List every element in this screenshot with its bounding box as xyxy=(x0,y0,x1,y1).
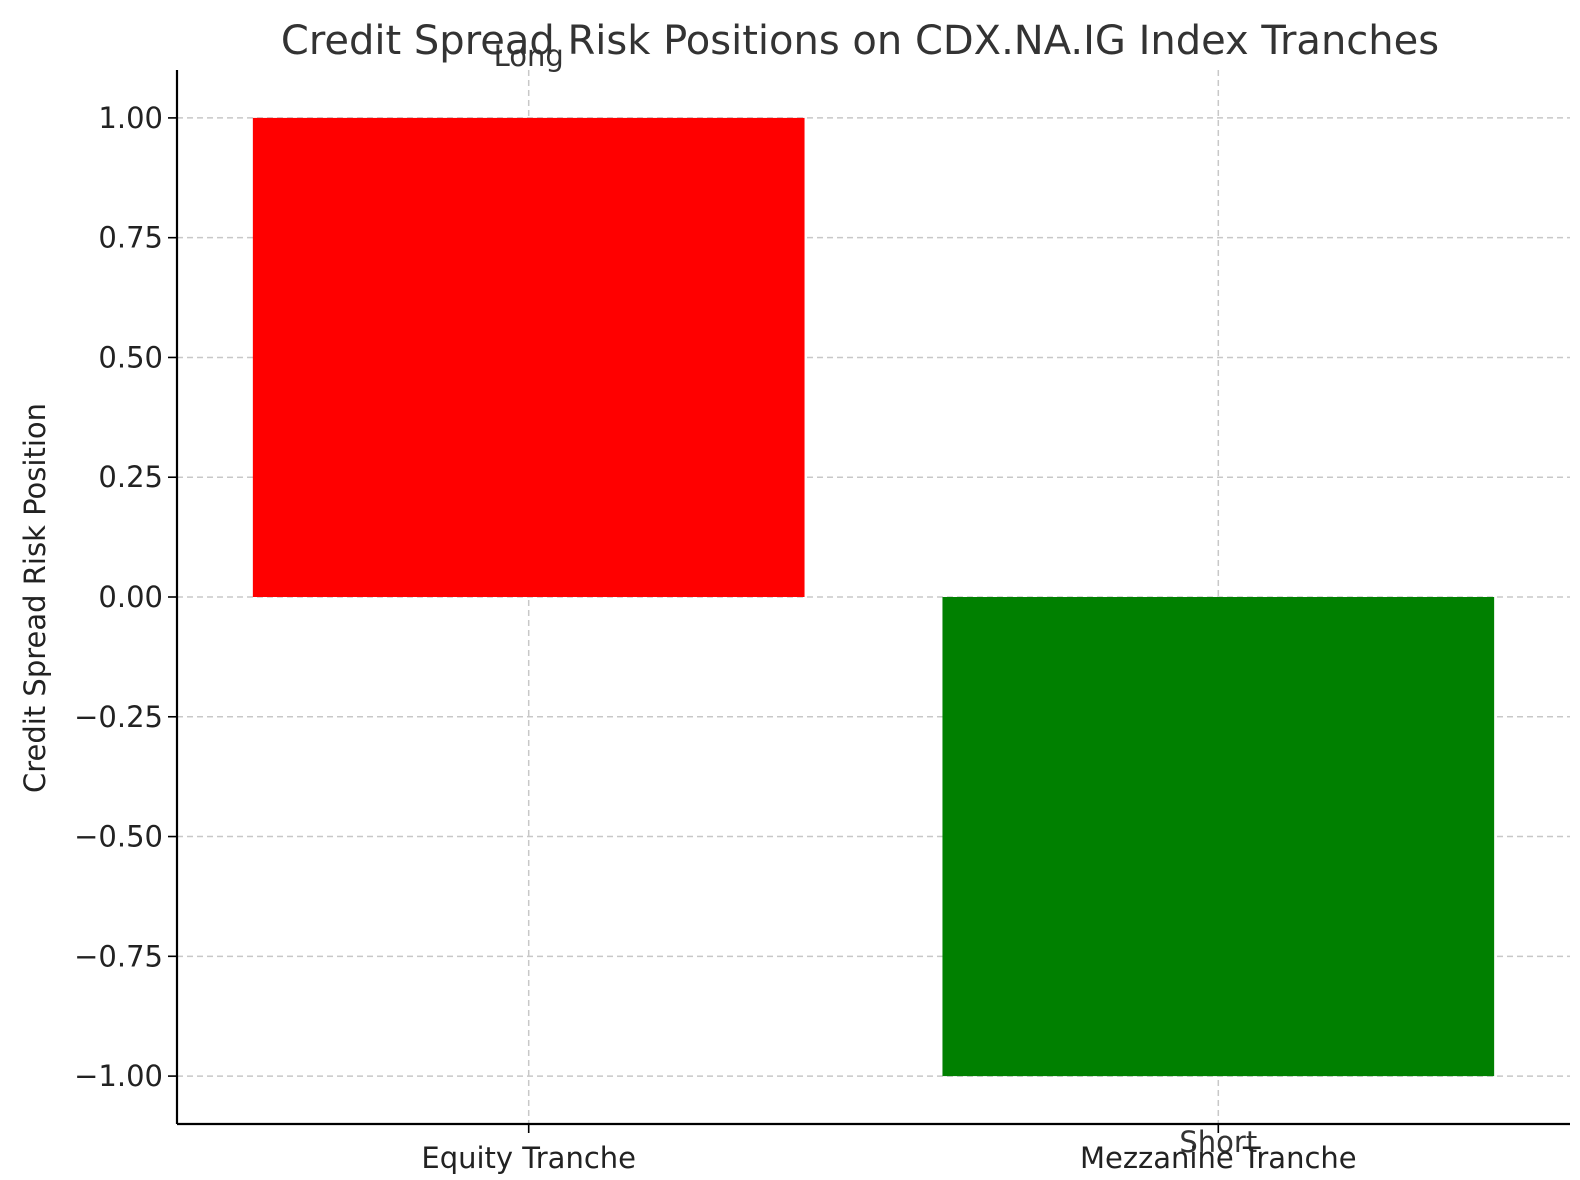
y-axis-ticks: 1.00 0.75 0.50 0.25 0.00 −0.25 −0.50 −0.75 −1.00 xyxy=(74,101,177,1093)
y-tick-label: −0.25 xyxy=(74,700,163,734)
y-tick-label: −0.75 xyxy=(74,939,163,973)
x-tick-label: Mezzanine Tranche xyxy=(1080,1141,1357,1175)
bar xyxy=(942,597,1495,1077)
chart-title: Credit Spread Risk Positions on CDX.NA.I… xyxy=(281,18,1439,64)
bar-annotation: Long xyxy=(494,39,564,73)
y-tick-label: 0.00 xyxy=(98,580,163,614)
y-tick-label: 0.50 xyxy=(98,340,163,374)
y-tick-label: 0.25 xyxy=(98,460,163,494)
x-axis-ticks: Equity Tranche Mezzanine Tranche xyxy=(421,1124,1357,1175)
x-tick-label: Equity Tranche xyxy=(421,1141,636,1175)
y-tick-label: 1.00 xyxy=(98,101,163,135)
y-tick-label: −0.50 xyxy=(74,820,163,854)
y-tick-label: 0.75 xyxy=(98,221,163,255)
y-axis-label: Credit Spread Risk Position xyxy=(18,403,52,793)
bars xyxy=(252,117,1495,1077)
bar xyxy=(252,117,805,597)
y-tick-label: −1.00 xyxy=(74,1059,163,1093)
